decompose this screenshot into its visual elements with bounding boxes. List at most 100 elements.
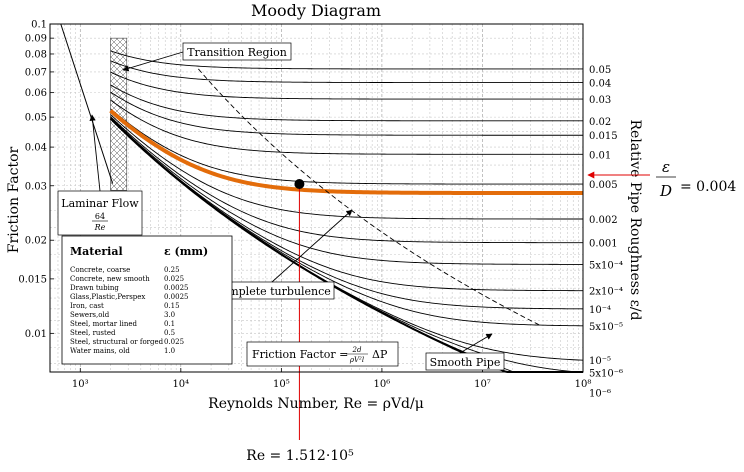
roughness-curve — [110, 117, 583, 265]
transition-region-annotation: Transition Region — [122, 42, 292, 72]
material-eps: 0.0025 — [164, 284, 189, 292]
complete-turbulence-line — [198, 68, 543, 327]
material-name: Sewers,old — [70, 311, 110, 319]
roughness-curve — [110, 50, 583, 70]
material-table-rows: Concrete, coarse 0.25 Concrete, new smooth… — [70, 266, 189, 355]
x-tick-label: 10⁶ — [374, 379, 391, 390]
material-name: Drawn tubing — [70, 284, 119, 292]
smooth-pipe-annotation: Smooth Pipe — [425, 333, 505, 371]
friction-formula-rhs: ΔP — [372, 348, 388, 361]
roughness-label: 0.005 — [589, 180, 618, 191]
y-tick-labels: 0.1 0.09 0.08 0.07 0.06 0.05 0.04 0.03 0.02 0.015… — [18, 20, 54, 340]
smooth-pipe-curve — [109, 117, 583, 373]
roughness-curve — [110, 84, 583, 122]
material-eps: 0.025 — [164, 338, 184, 346]
complete-turbulence-label: Complete turbulence — [213, 285, 331, 298]
laminar-flow-annotation: Laminar Flow 64 Re — [57, 114, 143, 236]
y-tick-label: 0.02 — [25, 236, 47, 247]
reference-lines — [60, 23, 543, 440]
y-tick-label: 0.015 — [18, 274, 47, 285]
material-eps: 1.0 — [164, 347, 175, 355]
roughness-label: 5x10⁻⁴ — [589, 260, 623, 271]
laminar-flow-label: Laminar Flow — [61, 197, 139, 210]
eps-over-d-num: ε — [662, 158, 670, 176]
material-name: Steel, structural or forged — [70, 338, 164, 346]
roughness-label: 0.01 — [589, 150, 611, 161]
friction-formula-annotation: Friction Factor = 2d ρV²l ΔP — [246, 341, 399, 367]
roughness-curve — [110, 99, 583, 155]
x-tick-labels: 10³ 10⁴ 10⁵ 10⁶ 10⁷ 10⁸ — [72, 368, 591, 390]
material-name: Concrete, coarse — [70, 266, 130, 274]
material-table-header-eps: ε (mm) — [164, 245, 208, 258]
smooth-pipe-label: Smooth Pipe — [430, 356, 501, 369]
roughness-curves — [109, 50, 584, 373]
y-tick-label: 0.04 — [25, 143, 47, 154]
roughness-label: 0.02 — [589, 117, 611, 128]
roughness-label: 10⁻⁴ — [589, 305, 611, 316]
y-tick-label: 0.07 — [25, 67, 47, 78]
roughness-label: 5x10⁻⁵ — [589, 322, 623, 333]
laminar-line — [60, 23, 114, 184]
roughness-label: 0.002 — [589, 215, 618, 226]
roughness-label: 10⁻⁵ — [589, 356, 611, 367]
plot-frame — [49, 23, 584, 373]
material-table-header-material: Material — [70, 245, 123, 258]
roughness-label: 10⁻⁶ — [589, 389, 611, 400]
material-name: Water mains, old — [70, 347, 130, 355]
laminar-num: 64 — [95, 212, 105, 221]
roughness-label: 0.03 — [589, 95, 611, 106]
material-name: Iron, cast — [70, 302, 104, 310]
friction-formula-lhs: Friction Factor = — [252, 348, 348, 361]
y-tick-label: 0.08 — [25, 49, 47, 60]
roughness-label: 0.001 — [589, 239, 618, 250]
material-eps: 0.5 — [164, 329, 175, 337]
roughness-label: 0.04 — [589, 79, 611, 90]
material-name: Concrete, new smooth — [70, 275, 150, 283]
roughness-label: 5x10⁻⁶ — [589, 369, 623, 380]
roughness-curve — [110, 114, 583, 220]
roughness-curve — [110, 116, 584, 244]
friction-formula-num: 2d — [352, 346, 362, 354]
highlight-curve — [109, 109, 583, 196]
transition-region-hatch — [110, 37, 128, 191]
roughness-curve — [110, 117, 584, 292]
y-tick-label: 0.03 — [25, 181, 47, 192]
material-table: Material ε (mm) Concrete, coarse 0.25Conc… — [61, 235, 233, 365]
roughness-curve — [110, 71, 583, 100]
x-tick-label: 10⁸ — [575, 379, 592, 390]
material-eps: 0.15 — [164, 302, 180, 310]
y-tick-label: 0.1 — [31, 20, 47, 31]
x-axis-label-text: Reynolds Number, Re = ρVd/μ — [208, 396, 424, 412]
complete-turbulence-annotation: Complete turbulence — [209, 209, 353, 300]
transition-region — [110, 37, 128, 191]
material-eps: 0.1 — [164, 320, 175, 328]
operating-point — [294, 178, 305, 189]
transition-region-label: Transition Region — [187, 46, 287, 59]
x-tick-label: 10⁴ — [172, 379, 189, 390]
material-name: Glass,Plastic,Perspex — [70, 293, 145, 301]
x-tick-label: 10⁵ — [273, 379, 290, 390]
x-tick-label: 10⁷ — [474, 379, 491, 390]
x-tick-label: 10³ — [72, 379, 89, 390]
material-eps: 0.0025 — [164, 293, 189, 301]
roughness-label: 0.015 — [589, 131, 618, 142]
y-tick-label: 0.06 — [25, 88, 47, 99]
y-axis-label: Friction Factor — [6, 146, 22, 253]
material-name: Steel, rusted — [70, 329, 116, 337]
roughness-labels: 0.05 0.04 0.03 0.02 0.015 0.01 0.005 0.002 0.001… — [589, 65, 623, 400]
eps-over-d-den: D — [659, 182, 672, 200]
friction-formula-den: ρV²l — [349, 356, 364, 364]
roughness-curve — [110, 108, 583, 185]
material-eps: 0.025 — [164, 275, 184, 283]
x-axis-label: Reynolds Number, Re = ρVd/μ — [208, 396, 424, 412]
y-tick-label: 0.09 — [25, 34, 47, 45]
re-value-label: Re = 1.512·10⁵ — [246, 448, 354, 464]
right-axis-label: Relative Pipe Roughness ε/d — [627, 119, 643, 320]
roughness-curve — [110, 91, 583, 136]
roughness-label: 0.05 — [589, 65, 611, 76]
roughness-label: 2x10⁻⁴ — [589, 287, 623, 298]
y-tick-label: 0.01 — [25, 329, 47, 340]
material-name: Steel, mortar lined — [70, 320, 137, 328]
material-eps: 0.25 — [164, 266, 180, 274]
